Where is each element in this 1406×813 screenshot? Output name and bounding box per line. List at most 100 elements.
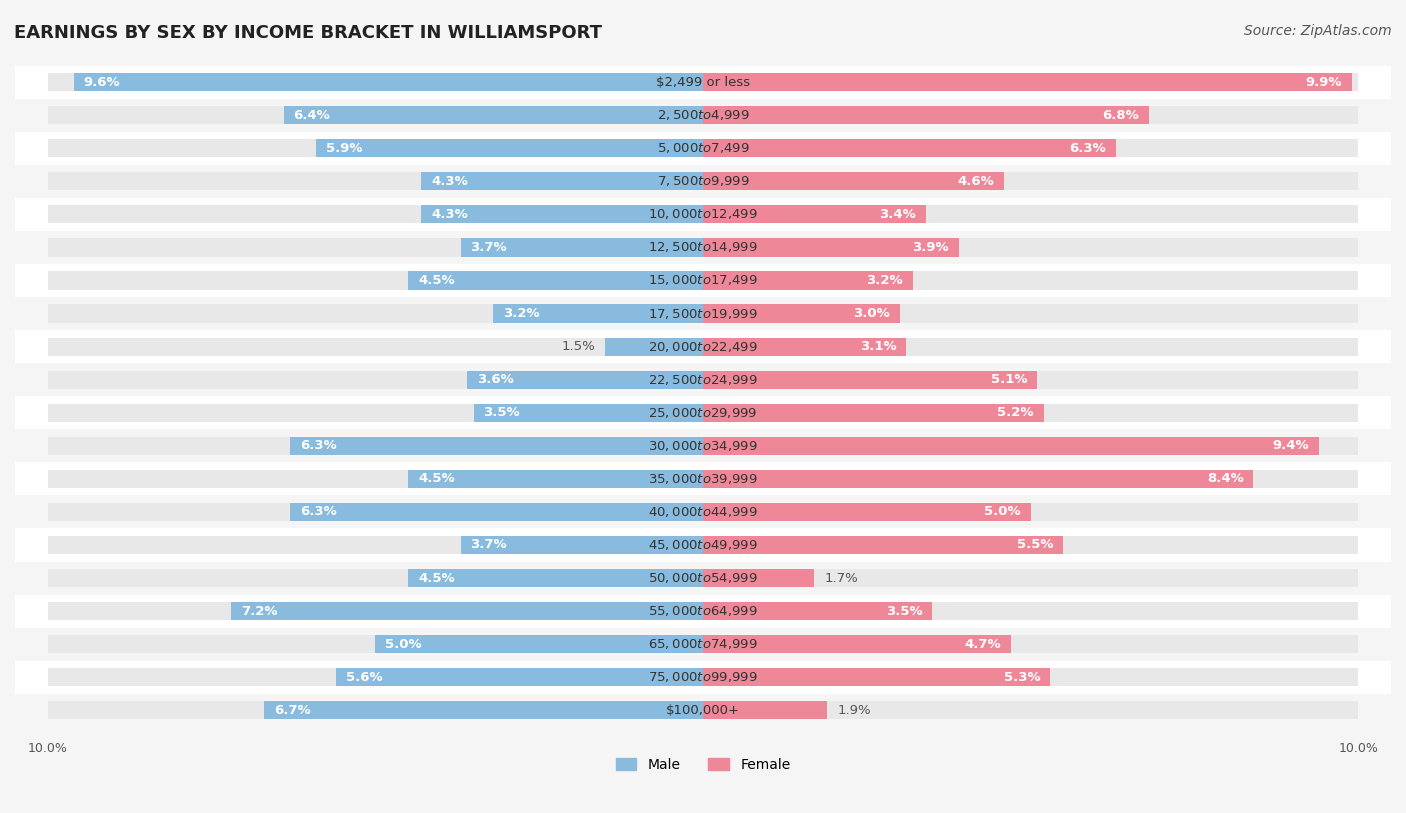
Bar: [0, 297, 1406, 330]
Bar: [703, 502, 1031, 521]
Text: 3.9%: 3.9%: [912, 241, 949, 254]
Bar: [48, 139, 703, 158]
Bar: [0, 594, 1406, 628]
Bar: [703, 403, 1358, 422]
Bar: [48, 602, 703, 620]
Bar: [0, 661, 1406, 693]
Text: 6.4%: 6.4%: [294, 109, 330, 122]
Bar: [316, 139, 703, 158]
Text: 6.7%: 6.7%: [274, 704, 311, 717]
Bar: [703, 602, 1358, 620]
Text: 4.5%: 4.5%: [418, 472, 454, 485]
Text: 5.6%: 5.6%: [346, 671, 382, 684]
Bar: [703, 701, 1358, 720]
Bar: [48, 106, 703, 124]
Bar: [703, 536, 1063, 554]
Bar: [467, 371, 703, 389]
Bar: [0, 628, 1406, 661]
Text: 3.2%: 3.2%: [503, 307, 540, 320]
Bar: [703, 470, 1358, 488]
Text: 4.5%: 4.5%: [418, 274, 454, 287]
Text: $25,000 to $29,999: $25,000 to $29,999: [648, 406, 758, 420]
Text: $12,500 to $14,999: $12,500 to $14,999: [648, 241, 758, 254]
Bar: [48, 470, 703, 488]
Bar: [461, 238, 703, 257]
Bar: [703, 371, 1358, 389]
Bar: [703, 668, 1050, 686]
Text: $55,000 to $64,999: $55,000 to $64,999: [648, 604, 758, 618]
Text: 1.7%: 1.7%: [824, 572, 858, 585]
Bar: [0, 165, 1406, 198]
Bar: [703, 73, 1351, 91]
Bar: [0, 198, 1406, 231]
Bar: [703, 205, 1358, 224]
Text: 3.2%: 3.2%: [866, 274, 903, 287]
Bar: [0, 98, 1406, 132]
Bar: [703, 337, 1358, 356]
Text: 5.0%: 5.0%: [385, 637, 422, 650]
Text: $20,000 to $22,499: $20,000 to $22,499: [648, 340, 758, 354]
Bar: [48, 304, 703, 323]
Text: 5.5%: 5.5%: [1017, 538, 1053, 551]
Bar: [48, 668, 703, 686]
Bar: [703, 272, 1358, 289]
Text: $35,000 to $39,999: $35,000 to $39,999: [648, 472, 758, 486]
Text: $75,000 to $99,999: $75,000 to $99,999: [648, 670, 758, 685]
Bar: [703, 437, 1319, 455]
Bar: [703, 635, 1011, 654]
Text: 5.0%: 5.0%: [984, 506, 1021, 519]
Bar: [474, 403, 703, 422]
Text: 1.5%: 1.5%: [561, 340, 595, 353]
Bar: [290, 502, 703, 521]
Bar: [703, 172, 1358, 190]
Text: $40,000 to $44,999: $40,000 to $44,999: [648, 505, 758, 519]
Bar: [703, 304, 900, 323]
Bar: [48, 701, 703, 720]
Bar: [461, 536, 703, 554]
Bar: [408, 272, 703, 289]
Text: $65,000 to $74,999: $65,000 to $74,999: [648, 637, 758, 651]
Bar: [703, 73, 1358, 91]
Bar: [48, 536, 703, 554]
Text: $22,500 to $24,999: $22,500 to $24,999: [648, 372, 758, 387]
Bar: [703, 106, 1358, 124]
Text: 9.9%: 9.9%: [1305, 76, 1341, 89]
Text: 3.5%: 3.5%: [484, 406, 520, 420]
Bar: [336, 668, 703, 686]
Bar: [0, 330, 1406, 363]
Bar: [703, 569, 1358, 587]
Text: 3.5%: 3.5%: [886, 605, 922, 618]
Bar: [408, 470, 703, 488]
Text: 6.3%: 6.3%: [299, 439, 337, 452]
Text: 4.7%: 4.7%: [965, 637, 1001, 650]
Bar: [703, 701, 828, 720]
Bar: [284, 106, 703, 124]
Bar: [231, 602, 703, 620]
Text: 3.7%: 3.7%: [471, 538, 508, 551]
Bar: [422, 205, 703, 224]
Text: 4.3%: 4.3%: [432, 208, 468, 221]
Bar: [48, 272, 703, 289]
Bar: [703, 139, 1358, 158]
Bar: [0, 429, 1406, 463]
Text: 4.3%: 4.3%: [432, 175, 468, 188]
Bar: [0, 363, 1406, 396]
Bar: [703, 602, 932, 620]
Bar: [494, 304, 703, 323]
Bar: [48, 73, 703, 91]
Bar: [48, 172, 703, 190]
Text: 4.6%: 4.6%: [957, 175, 994, 188]
Text: 5.2%: 5.2%: [997, 406, 1033, 420]
Bar: [703, 304, 1358, 323]
Text: 3.6%: 3.6%: [477, 373, 513, 386]
Text: 6.8%: 6.8%: [1102, 109, 1139, 122]
Text: 6.3%: 6.3%: [1069, 141, 1107, 154]
Bar: [703, 668, 1358, 686]
Text: Source: ZipAtlas.com: Source: ZipAtlas.com: [1244, 24, 1392, 38]
Text: $50,000 to $54,999: $50,000 to $54,999: [648, 571, 758, 585]
Bar: [703, 536, 1358, 554]
Bar: [703, 238, 959, 257]
Bar: [48, 635, 703, 654]
Bar: [0, 396, 1406, 429]
Bar: [703, 139, 1116, 158]
